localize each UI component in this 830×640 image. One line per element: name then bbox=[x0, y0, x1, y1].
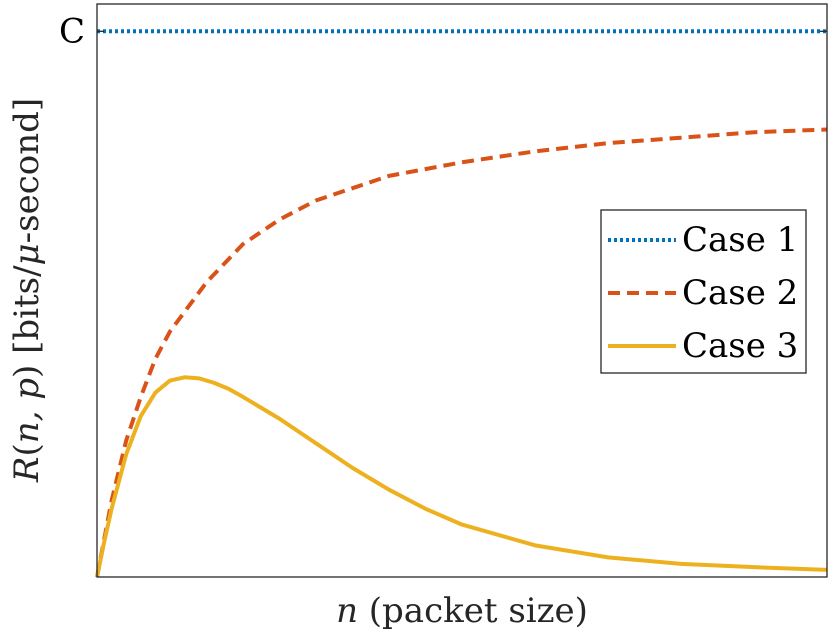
axes-frame bbox=[96, 3, 828, 578]
y-tick-label-c: C bbox=[59, 11, 85, 51]
plot-lines bbox=[95, 29, 828, 578]
legend: Case 1 Case 2 Case 3 bbox=[600, 209, 807, 374]
series-line-case-2 bbox=[95, 127, 828, 578]
legend-label-1: Case 1 bbox=[682, 220, 798, 260]
x-axis-label: n (packet size) bbox=[336, 591, 588, 631]
legend-label-3: Case 3 bbox=[682, 326, 798, 366]
legend-items: Case 1 Case 2 Case 3 bbox=[608, 220, 798, 366]
series-line-case-3 bbox=[95, 375, 828, 578]
y-axis-label: R(n, p) [bits/μ-second] bbox=[7, 98, 47, 483]
y-axis-ticks: C bbox=[59, 11, 827, 51]
legend-label-2: Case 2 bbox=[682, 273, 798, 313]
